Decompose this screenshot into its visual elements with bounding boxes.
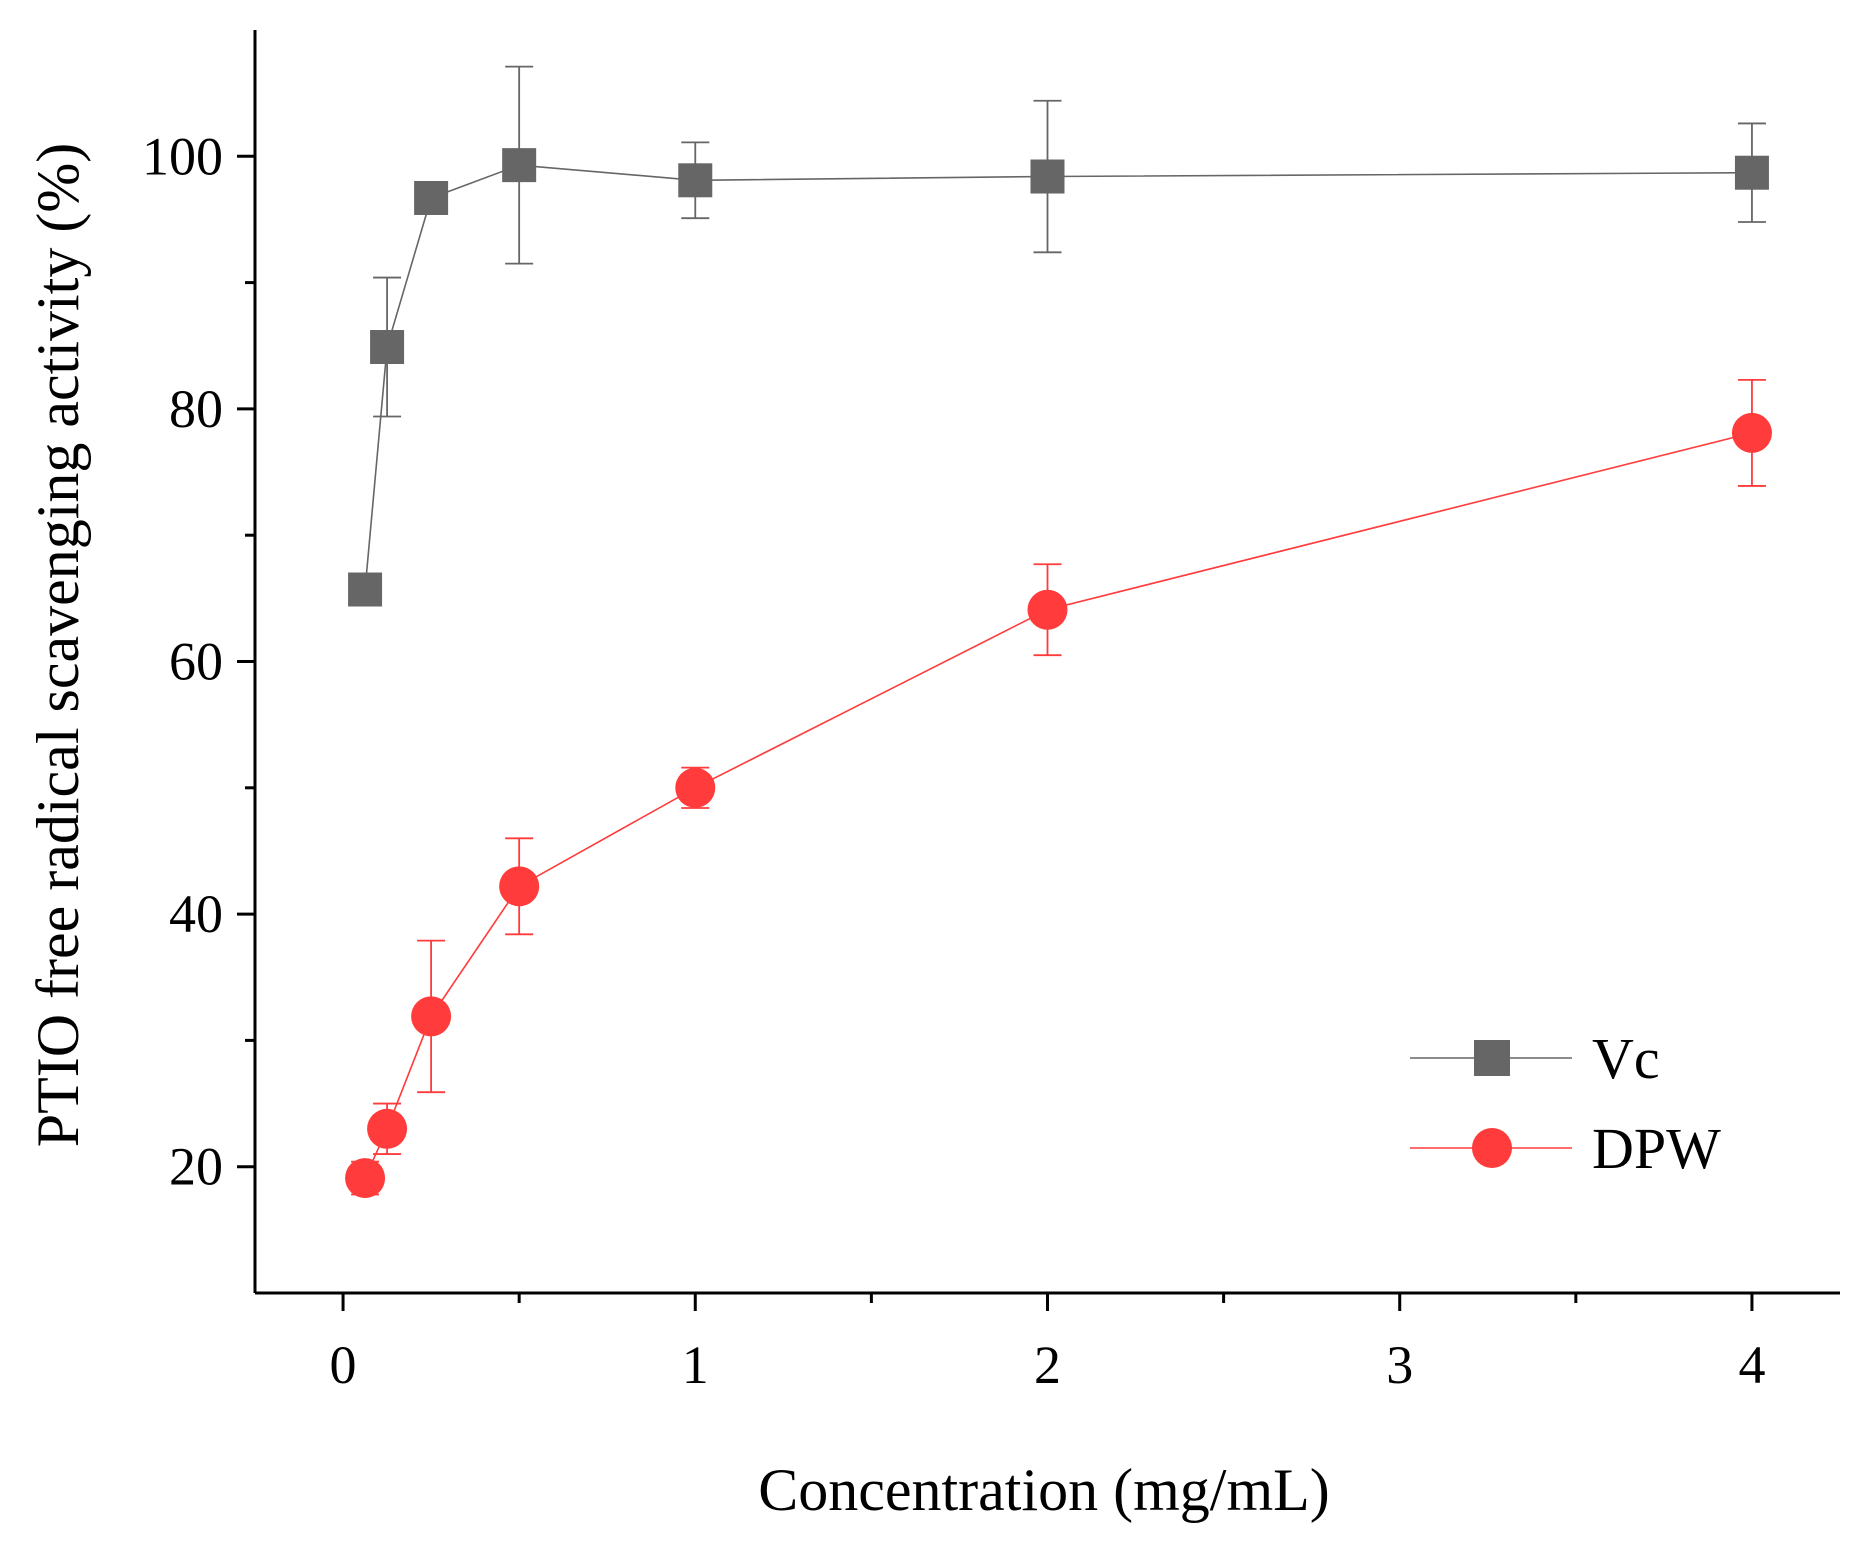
- plot-series: [345, 65, 1772, 1199]
- axes: 0 1 2 3 4 20 40 60 80 100: [142, 30, 1840, 1395]
- legend-label-vc: Vc: [1592, 1026, 1660, 1091]
- x-tick-label: 1: [682, 1335, 709, 1395]
- series-dpw: [345, 378, 1772, 1199]
- y-tick-label: 100: [142, 126, 223, 186]
- x-tick-label: 2: [1034, 1335, 1061, 1395]
- legend-item-dpw: DPW: [1410, 1116, 1721, 1181]
- series-vc: [348, 65, 1769, 607]
- legend-item-vc: Vc: [1410, 1026, 1660, 1091]
- y-tick-label: 20: [169, 1137, 223, 1197]
- y-ticks: 20 40 60 80 100: [142, 126, 255, 1197]
- data-point-vc: [678, 163, 713, 198]
- data-point-dpw: [345, 1158, 386, 1199]
- legend-label-dpw: DPW: [1592, 1116, 1721, 1181]
- data-point-vc: [348, 572, 383, 607]
- x-tick-label: 0: [330, 1335, 357, 1395]
- y-axis-title: PTIO free radical scavenging activity (%…: [25, 143, 91, 1148]
- data-point-vc: [370, 330, 405, 365]
- data-point-dpw: [675, 767, 716, 808]
- data-point-dpw: [367, 1108, 408, 1149]
- data-point-vc: [502, 148, 537, 183]
- legend-marker-vc: [1474, 1040, 1510, 1076]
- x-tick-label: 4: [1738, 1335, 1765, 1395]
- data-point-vc: [1734, 155, 1769, 190]
- legend-marker-dpw: [1472, 1128, 1512, 1168]
- x-ticks: 0 1 2 3 4: [330, 1293, 1765, 1395]
- data-point-vc: [1030, 159, 1065, 194]
- y-tick-label: 60: [169, 632, 223, 692]
- data-point-dpw: [411, 996, 452, 1037]
- legend: Vc DPW: [1410, 1026, 1721, 1181]
- series-line-dpw: [364, 432, 1753, 1179]
- x-tick-label: 3: [1386, 1335, 1413, 1395]
- y-tick-label: 40: [169, 884, 223, 944]
- data-point-dpw: [1731, 412, 1772, 453]
- data-point-dpw: [499, 866, 540, 907]
- data-point-vc: [414, 180, 449, 215]
- y-tick-label: 80: [169, 379, 223, 439]
- data-point-dpw: [1027, 589, 1068, 630]
- series-line-vc: [364, 164, 1752, 590]
- x-axis-title: Concentration (mg/mL): [758, 1457, 1330, 1523]
